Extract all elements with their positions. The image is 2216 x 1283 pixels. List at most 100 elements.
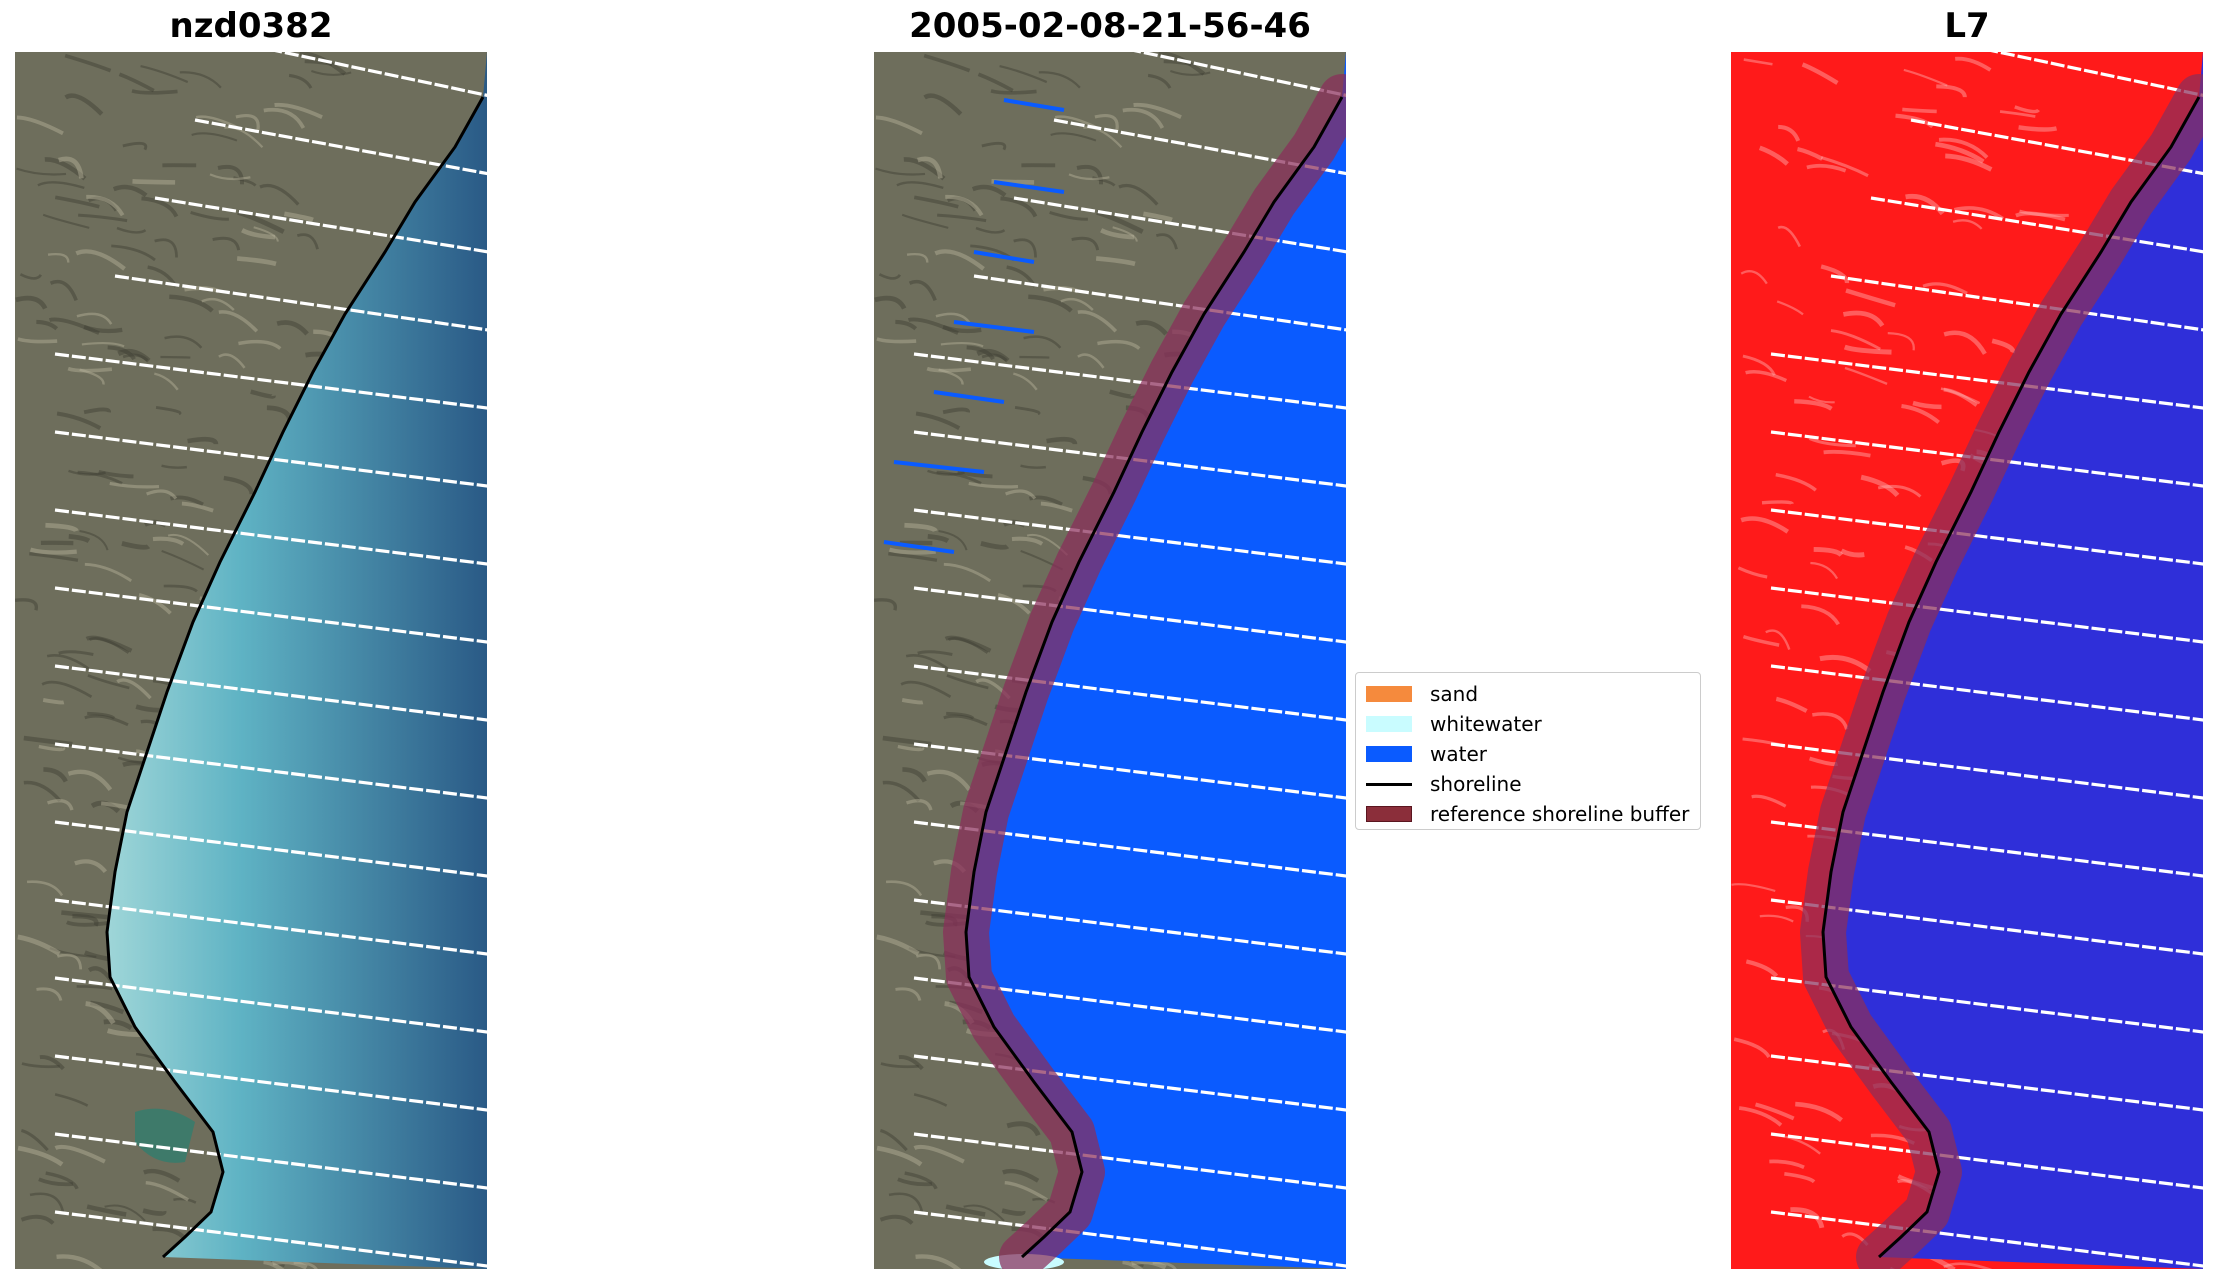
terrain-ridge (68, 533, 91, 544)
water-class-streak (883, 540, 955, 554)
terrain-ridge (898, 1055, 924, 1071)
terrain-ridge (946, 674, 989, 690)
terrain-ridge (45, 522, 79, 533)
terrain-ridge (904, 522, 938, 533)
terrain-ridge (876, 337, 917, 344)
terrain-ridge (116, 226, 147, 234)
terrain-ridge (250, 389, 276, 399)
terrain-ridge (23, 780, 62, 802)
terrain-ridge (145, 1180, 190, 1202)
terrain-ridge (913, 1093, 948, 1107)
terrain-ridge (963, 1204, 1005, 1222)
transect-line (913, 1132, 1346, 1190)
terrain-ridge (1820, 156, 1869, 178)
terrain-ridge (84, 562, 133, 583)
legend-label-water: water (1430, 742, 1487, 766)
terrain-ridge (142, 1208, 167, 1216)
terrain-ridge (304, 59, 333, 67)
terrain-ridge (1100, 228, 1135, 240)
terrain-ridge (879, 1129, 908, 1152)
terrain-ridge (111, 244, 156, 262)
terrain-ridge (48, 317, 100, 335)
terrain-ridge (1152, 1261, 1177, 1269)
terrain-ridge (1808, 437, 1856, 448)
terrain-ridge (131, 89, 178, 95)
terrain-ridge (1737, 566, 1768, 579)
terrain-ridge (19, 273, 43, 280)
terrain-ridge (1083, 126, 1123, 149)
terrain-ridge (1801, 62, 1839, 85)
transect-line (913, 1210, 1346, 1268)
terrain-ridge (901, 698, 924, 705)
terrain-ridge (1991, 338, 2016, 354)
terrain-ridge (288, 73, 313, 89)
terrain-ridge (224, 126, 264, 149)
terrain-ridge (154, 238, 178, 258)
terrain-ridge (236, 256, 277, 267)
terrain-ridge (1020, 464, 1046, 469)
terrain-ridge (875, 167, 926, 176)
terrain-ridge (1902, 107, 1937, 114)
terrain-ridge (1038, 71, 1081, 89)
terrain-ridge (1011, 536, 1044, 546)
terrain-ridge (57, 953, 83, 970)
legend-label-buffer: reference shoreline buffer (1430, 802, 1690, 826)
terrain-ridge (1938, 137, 1989, 159)
terrain-ridge (83, 325, 123, 334)
terrain-ridge (85, 635, 133, 653)
terrain-ridge (161, 464, 187, 469)
transect-line (1770, 508, 2203, 566)
terrain-ridge (122, 141, 148, 151)
terrain-ridge (981, 141, 1007, 151)
transect-line (154, 196, 487, 254)
terrain-ridge (1004, 1180, 1049, 1202)
terrain-ridge (17, 1145, 64, 1167)
shoreline-line-swatch (1366, 782, 1412, 786)
legend-label-shoreline: shoreline (1430, 772, 1522, 796)
water-class-streak (953, 320, 1035, 334)
terrain-ridge (1877, 484, 1922, 498)
terrain-ridge (1943, 330, 1987, 355)
terrain-ridge (253, 226, 279, 242)
terrain-ridge (296, 233, 319, 250)
terrain-ridge (1820, 264, 1850, 284)
terrain-ridge (1049, 211, 1088, 221)
terrain-ridge (1731, 883, 1776, 892)
terrain-ridge (179, 71, 222, 89)
transect-line (54, 898, 487, 956)
terrain-ridge (999, 64, 1048, 84)
terrain-ridge (86, 1204, 127, 1217)
terrain-ridge (233, 176, 257, 187)
index-image (1731, 52, 2203, 1269)
transect-line (913, 1054, 1346, 1112)
terrain-ridge (76, 985, 113, 991)
terrain-ridge (1023, 335, 1062, 349)
terrain-ridge (20, 1129, 49, 1152)
shoreline (1821, 96, 2201, 1259)
terrain-ridge (904, 1171, 938, 1190)
terrain-ridge (116, 678, 152, 700)
terrain-ridge (879, 1214, 914, 1225)
shoreline (964, 96, 1344, 1259)
legend-item-shoreline: shoreline (1366, 769, 1690, 799)
terrain-ridge (1812, 712, 1849, 730)
terrain-ridge (1068, 173, 1110, 181)
terrain-ridge (1840, 548, 1865, 558)
terrain-ridge (901, 213, 949, 229)
index-water-area (1823, 52, 2203, 1269)
terrain-ridge (1901, 404, 1940, 424)
terrain-ridge (915, 1254, 962, 1269)
terrain-ridge (190, 211, 229, 221)
terrain-ridge (1000, 196, 1038, 218)
terrain-ridge (1895, 113, 1934, 129)
terrain-ridge (916, 953, 942, 970)
terrain-ridge (1775, 472, 1817, 492)
terrain-ridge (1112, 226, 1138, 242)
transect-line (54, 1054, 487, 1112)
terrain-ridge (67, 366, 113, 373)
terrain-ridge (163, 584, 198, 593)
terrain-ridge (41, 680, 93, 699)
terrain-ridge (1046, 436, 1078, 445)
terrain-ridge (1903, 68, 1948, 87)
panel-title-rgb: nzd0382 (169, 6, 333, 46)
